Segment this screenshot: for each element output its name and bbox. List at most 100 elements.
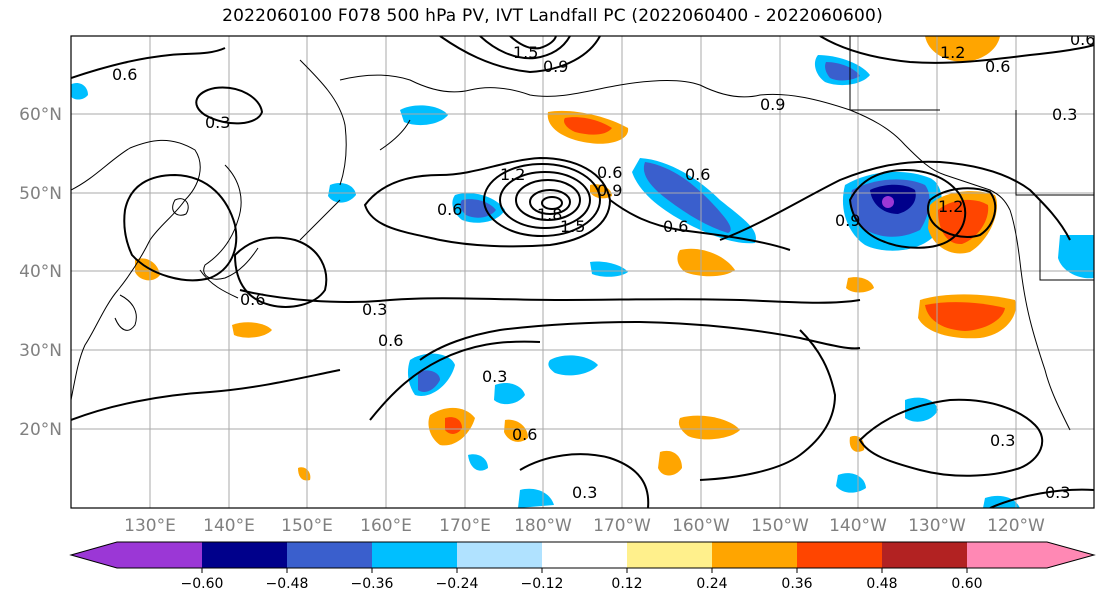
colorbar: −0.60 −0.48 −0.36 −0.24 −0.12 0.12 0.24 …: [69, 541, 1096, 592]
contour-label: 0.6: [985, 57, 1010, 76]
contour-label: 1.2: [940, 43, 965, 62]
contour-label: 1.2: [938, 197, 963, 216]
contour-label: 0.9: [543, 57, 568, 76]
lon-label: 120°W: [987, 516, 1045, 536]
contour-label: 0.9: [760, 95, 785, 114]
contour-label: 0.3: [1052, 105, 1077, 124]
colorbar-tick-label: −0.48: [266, 576, 309, 592]
contour-label: 0.6: [437, 200, 462, 219]
pv-negative-patch: [590, 261, 628, 277]
colorbar-tick-label: 0.12: [611, 576, 642, 592]
colorbar-tick-label: −0.12: [521, 576, 564, 592]
lat-label: 50°N: [19, 184, 62, 204]
coastlines: [71, 36, 1094, 431]
contour-label: 0.6: [378, 331, 403, 350]
lat-label: 60°N: [19, 105, 62, 125]
map-frame: [70, 35, 1095, 509]
colorbar-tick-label: 0.60: [951, 576, 982, 592]
pv-negative-patch: [983, 495, 1020, 508]
colorbar-swatch: [117, 542, 202, 568]
colorbar-swatch: [202, 542, 287, 568]
contour-label: 0.6: [240, 290, 265, 309]
pv-negative-patch: [518, 488, 554, 508]
pv-strong-positive-patch: [564, 117, 612, 135]
colorbar-outline: [69, 541, 1096, 569]
graticule: [71, 36, 1094, 508]
pv-negative-patch: [643, 162, 731, 233]
pv-negative-patch: [400, 105, 448, 126]
colorbar-swatch: [797, 542, 882, 568]
contour-label: 0.6: [1070, 30, 1095, 49]
lat-label: 40°N: [19, 262, 62, 282]
lon-label: 170°W: [593, 516, 651, 536]
pv-negative-patch: [548, 355, 598, 376]
lat-label: 20°N: [19, 420, 62, 440]
pv-negative-patch: [71, 83, 88, 100]
colorbar-swatch: [967, 542, 1047, 568]
contour-label: 1.5: [513, 43, 538, 62]
pv-strong-positive-patch: [445, 417, 462, 434]
contour-label: 0.9: [835, 211, 860, 230]
pv-contours: [71, 36, 1094, 508]
contour-label: 0.3: [572, 483, 597, 502]
colorbar-tick-label: −0.24: [436, 576, 479, 592]
longitude-labels: 130°E 140°E 150°E 160°E 170°E 180°W 170°…: [124, 516, 1045, 536]
contour-label: 0.3: [990, 431, 1015, 450]
contour-label: 0.6: [685, 165, 710, 184]
pv-shading: [71, 36, 1094, 508]
lon-label: 150°E: [281, 516, 333, 536]
pv-strong-positive-patch: [925, 302, 1005, 331]
colorbar-swatch: [882, 542, 967, 568]
colorbar-swatch: [287, 542, 372, 568]
contour-label: 0.6: [512, 425, 537, 444]
pv-negative-patch: [468, 454, 488, 471]
lon-label: 130°W: [908, 516, 966, 536]
contour-label: 0.9: [597, 181, 622, 200]
colorbar-swatch: [627, 542, 712, 568]
lon-label: 150°W: [751, 516, 809, 536]
contour-label-group: 0.6 0.3 1.5 0.9 0.6 0.6 0.3 0.6 1.2 0.6 …: [112, 30, 1095, 502]
lon-label: 160°E: [360, 516, 412, 536]
colorbar-extend-high: [1047, 542, 1094, 568]
pv-positive-patch: [232, 322, 272, 338]
contour-label: 0.6: [663, 217, 688, 236]
colorbar-swatch: [542, 542, 627, 568]
lon-label: 160°W: [672, 516, 730, 536]
lon-label: 170°E: [439, 516, 491, 536]
pv-positive-patch: [677, 248, 735, 277]
map-title: 2022060100 F078 500 hPa PV, IVT Landfall…: [222, 6, 883, 26]
contour-label: 1.8: [537, 205, 562, 224]
pv-negative-patch: [494, 383, 525, 405]
colorbar-swatch: [712, 542, 797, 568]
contour-label: 1.2: [500, 165, 525, 184]
contour-label: 0.3: [482, 367, 507, 386]
pv-positive-patch: [925, 36, 1000, 62]
pv-negative-patch: [825, 62, 860, 81]
contour-label: 0.6: [112, 65, 137, 84]
map-background: [71, 36, 1094, 508]
colorbar-swatch: [457, 542, 542, 568]
lat-label: 30°N: [19, 341, 62, 361]
colorbar-tick-label: −0.60: [181, 576, 224, 592]
lon-label: 140°E: [203, 516, 255, 536]
lon-label: 130°E: [124, 516, 176, 536]
contour-label: 1.5: [560, 217, 585, 236]
lon-label: 180°W: [514, 516, 572, 536]
pv-positive-patch: [678, 415, 740, 440]
colorbar-tick-label: −0.36: [351, 576, 394, 592]
lon-label: 140°W: [829, 516, 887, 536]
colorbar-tick-label: 0.24: [696, 576, 727, 592]
colorbar-swatch: [372, 542, 457, 568]
latitude-labels: 60°N 50°N 40°N 30°N 20°N: [19, 105, 62, 440]
pv-negative-patch: [1058, 235, 1094, 279]
pv-very-negative-patch: [882, 196, 894, 208]
contour-label: 0.6: [597, 163, 622, 182]
colorbar-tick-label: 0.48: [866, 576, 897, 592]
contour-label: 0.3: [362, 300, 387, 319]
contour-label: 0.3: [205, 113, 230, 132]
contour-label: 0.3: [1045, 483, 1070, 502]
pv-positive-patch: [504, 419, 528, 442]
colorbar-extend-low: [71, 542, 117, 568]
colorbar-tick-label: 0.36: [781, 576, 812, 592]
